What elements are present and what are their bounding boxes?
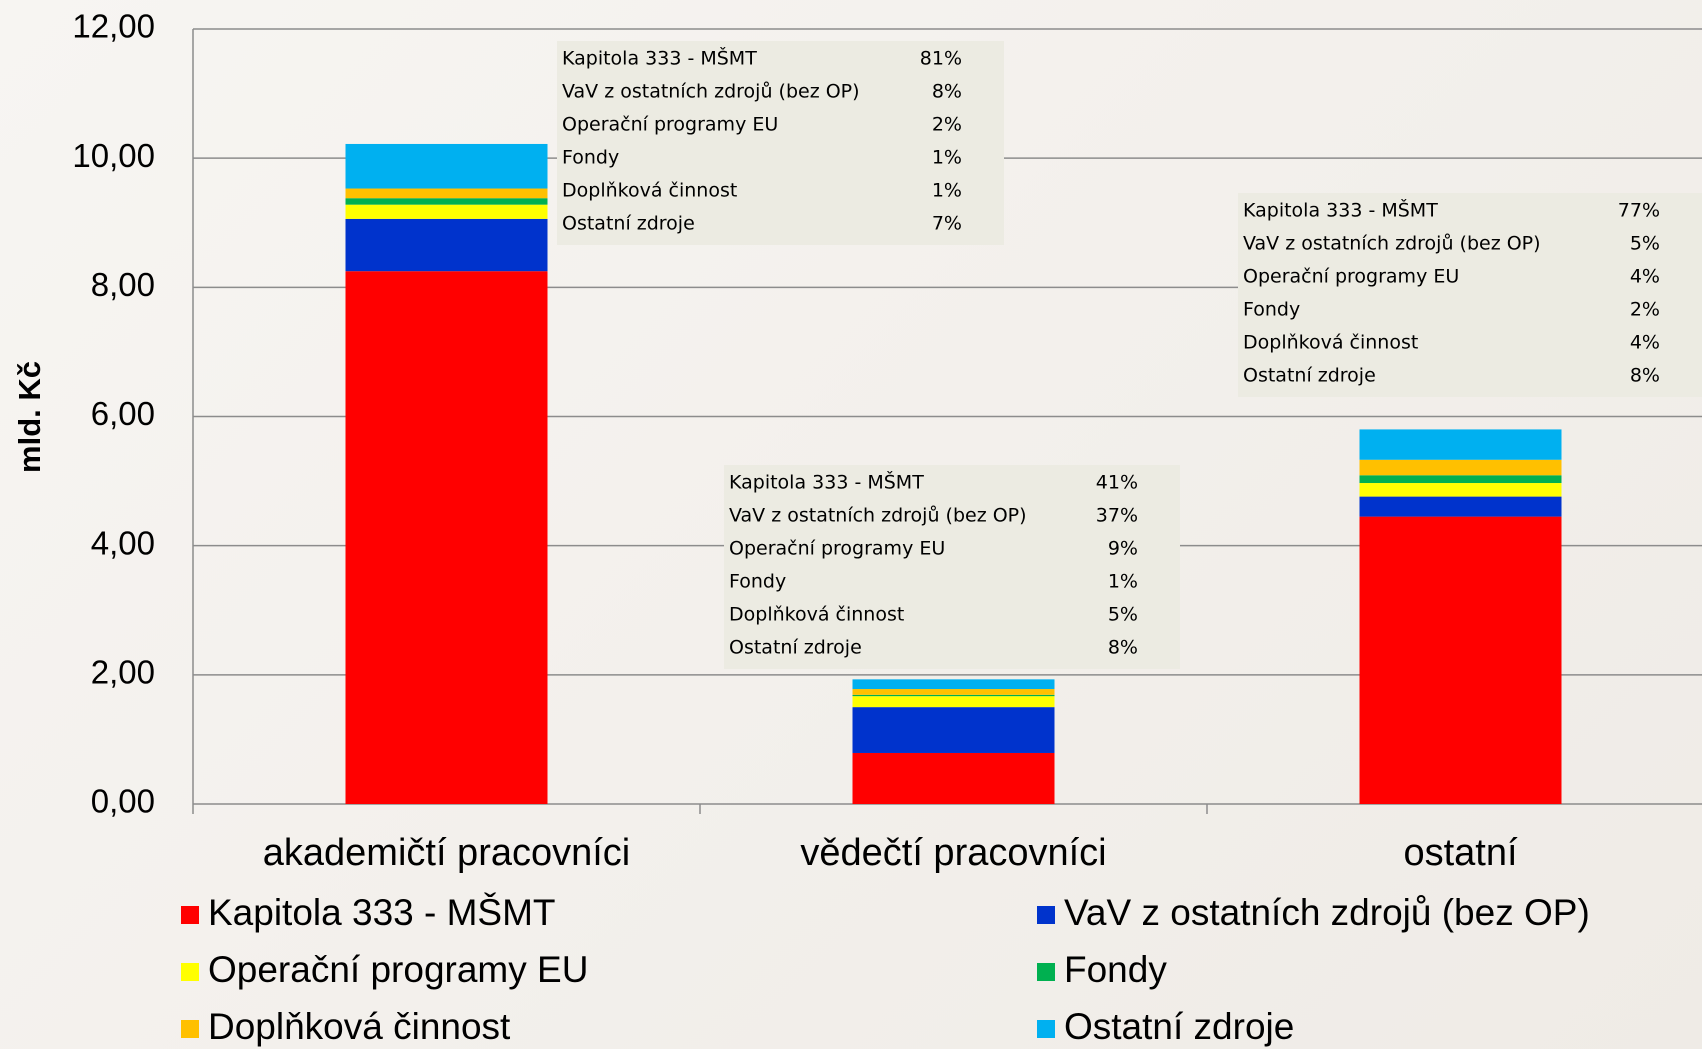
annotation-value: 37% — [1096, 505, 1138, 527]
annotation-value: 1% — [932, 147, 962, 169]
legend-label: VaV z ostatních zdrojů (bez OP) — [1064, 892, 1590, 933]
y-tick-label: 2,00 — [91, 654, 155, 691]
bar-segment — [1359, 516, 1562, 804]
bar-segment — [1359, 475, 1562, 484]
y-tick-label: 12,00 — [72, 8, 155, 45]
legend-label: Doplňková činnost — [208, 1006, 511, 1047]
annotation-box — [1238, 193, 1702, 397]
annotation-label: Operační programy EU — [562, 114, 778, 136]
annotation-value: 8% — [1108, 637, 1138, 659]
legend-label: Ostatní zdroje — [1064, 1006, 1294, 1047]
y-axis-label: mld. Kč — [12, 361, 47, 473]
x-tick-label: akademičtí pracovníci — [263, 832, 631, 874]
annotation-label: VaV z ostatních zdrojů (bez OP) — [1243, 233, 1541, 255]
annotation-value: 4% — [1630, 266, 1660, 288]
annotation-value: 2% — [932, 114, 962, 136]
bar-segment — [1359, 459, 1562, 476]
annotation-value: 1% — [932, 180, 962, 202]
annotation-label: Ostatní zdroje — [562, 213, 695, 235]
annotation-box — [724, 465, 1180, 669]
x-tick-label: vědečtí pracovníci — [800, 832, 1106, 874]
annotation-value: 2% — [1630, 299, 1660, 321]
bar-segment — [345, 218, 548, 272]
legend-label: Fondy — [1064, 949, 1167, 990]
annotation-label: Ostatní zdroje — [729, 637, 862, 659]
bar-segment — [1359, 483, 1562, 497]
annotation-value: 8% — [932, 81, 962, 103]
annotation-value: 9% — [1108, 538, 1138, 560]
bar-segment — [852, 679, 1055, 690]
annotation-label: Fondy — [729, 571, 786, 593]
annotation-label: Doplňková činnost — [729, 604, 904, 626]
annotation-label: Kapitola 333 - MŠMT — [1243, 198, 1438, 222]
legend-label: Operační programy EU — [208, 949, 588, 990]
bar-segment — [345, 143, 548, 189]
annotation-value: 5% — [1630, 233, 1660, 255]
annotation-label: Operační programy EU — [1243, 266, 1459, 288]
annotation-value: 8% — [1630, 365, 1660, 387]
bar-segment — [852, 696, 1055, 708]
bar-segment — [345, 204, 548, 219]
annotation-value: 5% — [1108, 604, 1138, 626]
annotation-label: Fondy — [1243, 299, 1300, 321]
x-tick-label: ostatní — [1403, 832, 1518, 874]
bar-segment — [852, 707, 1055, 753]
legend-swatch — [1037, 906, 1055, 924]
annotation-value: 77% — [1618, 200, 1660, 222]
legend-swatch — [181, 1020, 199, 1038]
legend-swatch — [1037, 1020, 1055, 1038]
bar-segment — [1359, 496, 1562, 517]
y-tick-label: 0,00 — [91, 783, 155, 820]
y-tick-label: 8,00 — [91, 266, 155, 303]
bar-segment — [852, 689, 1055, 695]
annotation-label: Kapitola 333 - MŠMT — [562, 46, 757, 70]
annotation-label: Doplňková činnost — [562, 180, 737, 202]
bar-segment — [345, 188, 548, 199]
legend-swatch — [181, 906, 199, 924]
annotation-value: 1% — [1108, 571, 1138, 593]
annotation-value: 4% — [1630, 332, 1660, 354]
legend-swatch — [1037, 963, 1055, 981]
bar-segment — [852, 752, 1055, 804]
bar-segment — [345, 198, 548, 205]
bar-segment — [1359, 429, 1562, 460]
annotation-label: Ostatní zdroje — [1243, 365, 1376, 387]
annotation-label: Doplňková činnost — [1243, 332, 1418, 354]
annotation-value: 7% — [932, 213, 962, 235]
annotation-label: Kapitola 333 - MŠMT — [729, 470, 924, 494]
annotation-label: Fondy — [562, 147, 619, 169]
annotation-value: 41% — [1096, 472, 1138, 494]
legend-label: Kapitola 333 - MŠMT — [208, 892, 556, 933]
bar-segment — [345, 271, 548, 804]
annotation-box — [557, 41, 1004, 245]
y-tick-label: 4,00 — [91, 524, 155, 561]
annotation-label: Operační programy EU — [729, 538, 945, 560]
legend-swatch — [181, 963, 199, 981]
annotation-value: 81% — [920, 48, 962, 70]
y-tick-label: 10,00 — [72, 137, 155, 174]
y-tick-label: 6,00 — [91, 395, 155, 432]
bar-segment — [852, 694, 1055, 697]
annotation-label: VaV z ostatních zdrojů (bez OP) — [562, 81, 860, 103]
annotation-label: VaV z ostatních zdrojů (bez OP) — [729, 505, 1027, 527]
